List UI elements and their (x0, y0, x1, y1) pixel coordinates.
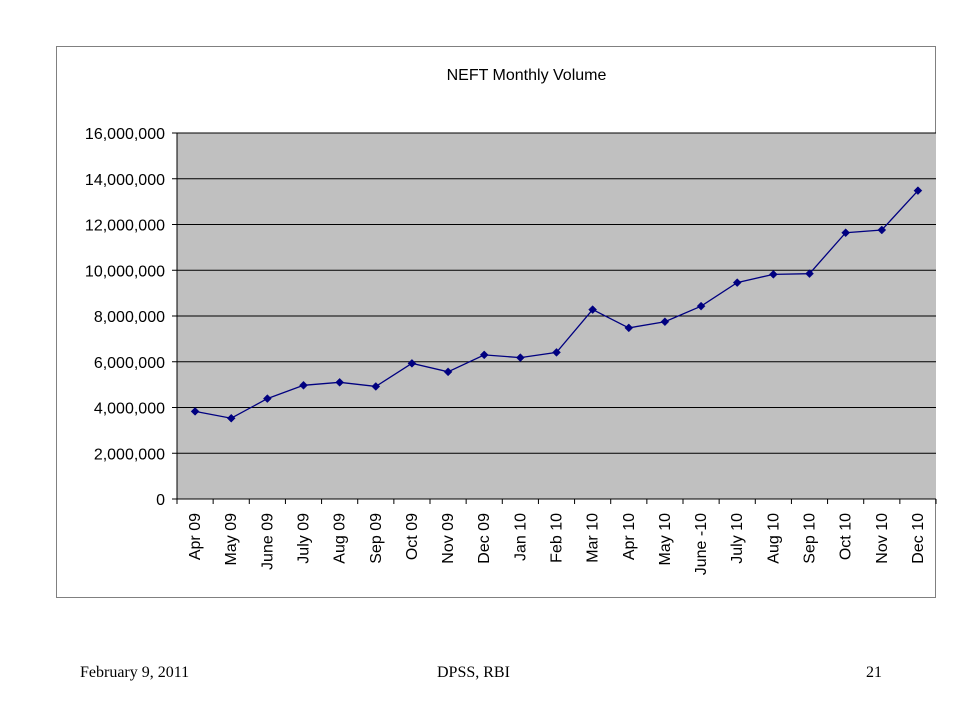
y-tick-label: 8,000,000 (94, 309, 165, 326)
x-tick-label: Nov 10 (874, 513, 891, 564)
line-chart: NEFT Monthly Volume 0 2,000,000 4,000,000 6,… (85, 67, 937, 575)
x-tick-label: July 09 (296, 513, 313, 564)
y-tick-label: 10,000,000 (85, 263, 165, 280)
data-point (660, 317, 670, 327)
data-point (877, 225, 887, 235)
data-point (805, 269, 814, 279)
data-point (190, 407, 200, 416)
x-tick-label: July 10 (729, 513, 746, 564)
x-tick-label: June 09 (259, 513, 276, 570)
y-tick-label: 0 (156, 492, 165, 509)
data-point (696, 301, 706, 311)
x-tick-label: Aug 10 (765, 513, 782, 564)
chart-frame: NEFT Monthly Volume 0 2,000,000 4,000,000 6,… (56, 46, 937, 598)
data-point (588, 305, 597, 314)
data-point (299, 380, 308, 390)
chart-title: NEFT Monthly Volume (447, 67, 607, 84)
x-tick-label: Sep 09 (368, 513, 385, 564)
y-tick-label: 6,000,000 (94, 355, 165, 372)
y-tick-label: 14,000,000 (85, 172, 165, 189)
footer-page-number: 21 (866, 664, 882, 681)
x-tick-label: Nov 09 (440, 513, 457, 564)
data-point (263, 394, 272, 403)
data-point (479, 350, 489, 360)
x-tick-label: May 09 (223, 513, 240, 566)
data-point (226, 413, 236, 423)
x-tick-label: Apr 09 (187, 513, 204, 560)
x-tick-label: Apr 10 (621, 513, 638, 560)
data-point (443, 367, 453, 377)
x-tick-label: June -10 (693, 513, 710, 575)
data-point (732, 278, 742, 287)
x-tick-label: Feb 10 (549, 513, 566, 563)
x-tick-label: May 10 (657, 513, 674, 566)
x-tick-label: Oct 09 (404, 513, 421, 560)
data-point (516, 353, 525, 362)
data-point (769, 270, 778, 279)
data-point (624, 323, 634, 333)
x-tick-label: Mar 10 (585, 513, 602, 563)
data-point (841, 228, 850, 238)
y-tick-label: 4,000,000 (94, 401, 165, 418)
x-tick-label: Dec 10 (910, 513, 927, 564)
y-tick-label: 16,000,000 (85, 126, 165, 143)
data-point (407, 358, 417, 368)
data-point (552, 348, 561, 357)
x-tick-label: Jan 10 (512, 513, 529, 561)
footer-date: February 9, 2011 (80, 664, 190, 681)
x-tick-label: Oct 10 (838, 513, 855, 560)
footer-org: DPSS, RBI (437, 664, 510, 681)
x-tick-label: Sep 10 (802, 513, 819, 564)
data-point (335, 377, 344, 387)
data-point (913, 186, 923, 195)
y-tick-label: 2,000,000 (94, 446, 165, 463)
y-tick-label: 12,000,000 (85, 218, 165, 235)
x-tick-label: Dec 09 (476, 513, 493, 564)
x-tick-label: Aug 09 (332, 513, 349, 564)
data-point (371, 382, 381, 391)
